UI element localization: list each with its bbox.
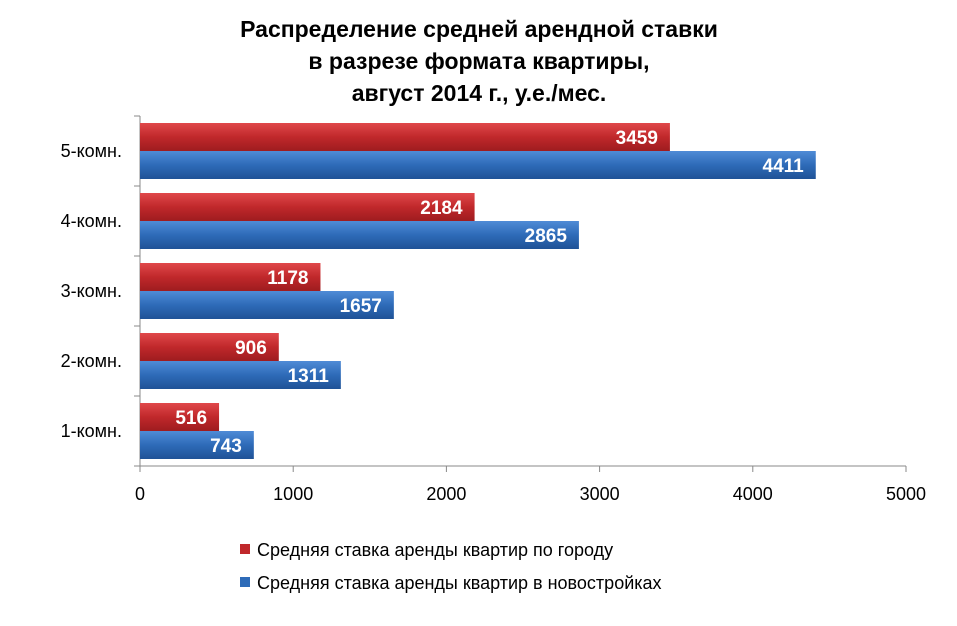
category-label: 5-комн. — [61, 141, 122, 161]
bar-series-2 — [140, 431, 254, 459]
bar-series-2 — [140, 221, 579, 249]
category-label: 3-комн. — [61, 281, 122, 301]
legend-swatch-series-2 — [240, 577, 250, 587]
bar-series-1 — [140, 333, 279, 361]
bar-series-1 — [140, 123, 670, 151]
data-label-series-1: 2184 — [420, 198, 463, 219]
x-tick-label: 4000 — [733, 484, 773, 504]
data-label-series-1: 3459 — [616, 128, 658, 149]
category-label: 1-комн. — [61, 421, 122, 441]
x-tick-label: 2000 — [426, 484, 466, 504]
data-label-series-2: 1311 — [288, 366, 330, 387]
chart-title: Распределение средней арендной ставки в р… — [240, 16, 718, 106]
legend-swatch-series-1 — [240, 544, 250, 554]
data-label-series-2: 2865 — [525, 226, 568, 247]
x-tick-label: 5000 — [886, 484, 926, 504]
bar-series-1 — [140, 403, 220, 431]
title-line-1: Распределение средней арендной ставки — [240, 16, 718, 42]
data-label-series-2: 1657 — [340, 296, 382, 317]
category-label: 4-комн. — [61, 211, 122, 231]
x-tick-label: 0 — [135, 484, 145, 504]
bar-series-2 — [140, 151, 816, 179]
x-tick-label: 1000 — [273, 484, 313, 504]
bar-series-2 — [140, 361, 341, 389]
data-label-series-1: 1178 — [267, 268, 308, 289]
data-label-series-2: 743 — [210, 436, 242, 457]
bar-series-1 — [140, 193, 475, 221]
title-line-3: август 2014 г., у.е./мес. — [352, 80, 607, 106]
x-tick-label: 3000 — [580, 484, 620, 504]
legend-label-series-1: Средняя ставка аренды квартир по городу — [257, 540, 613, 560]
legend-label-series-2: Средняя ставка аренды квартир в новостро… — [257, 573, 662, 593]
data-label-series-1: 516 — [175, 408, 207, 429]
data-label-series-1: 906 — [235, 338, 267, 359]
bar-series-1 — [140, 263, 321, 291]
axes: 0 1000 2000 3000 4000 5000 1-комн. 2-комн. 3-ком… — [61, 115, 926, 504]
category-label: 2-комн. — [61, 351, 122, 371]
bar-series-2 — [140, 291, 394, 319]
title-line-2: в разрезе формата квартиры, — [308, 48, 649, 74]
data-label-series-2: 4411 — [763, 156, 805, 177]
legend: Средняя ставка аренды квартир по городу С… — [240, 540, 662, 593]
